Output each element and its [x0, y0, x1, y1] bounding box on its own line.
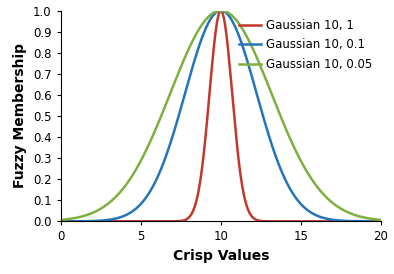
Line: Gaussian 10, 0.05: Gaussian 10, 0.05 [61, 11, 381, 220]
Gaussian 10, 0.05 [206, 16, 210, 19]
Y-axis label: Fuzzy Membership: Fuzzy Membership [13, 44, 28, 189]
Gaussian 10, 1 [370, 220, 374, 223]
Legend: Gaussian 10, 1, Gaussian 10, 0.1, Gaussian 10, 0.05: Gaussian 10, 1, Gaussian 10, 0.1, Gaussi… [234, 14, 377, 76]
Gaussian 10, 0.1 [369, 220, 374, 223]
Gaussian 10, 0.05 [379, 218, 383, 222]
Gaussian 10, 1 [206, 110, 210, 113]
Gaussian 10, 0.05 [58, 218, 63, 222]
Gaussian 10, 1 [58, 220, 63, 223]
X-axis label: Crisp Values: Crisp Values [173, 249, 269, 263]
Gaussian 10, 0.1 [206, 22, 210, 25]
Gaussian 10, 0.1 [379, 220, 383, 223]
Gaussian 10, 0.1 [311, 212, 316, 215]
Gaussian 10, 1 [218, 9, 223, 12]
Gaussian 10, 1 [74, 220, 79, 223]
Gaussian 10, 0.05 [74, 216, 79, 219]
Line: Gaussian 10, 1: Gaussian 10, 1 [61, 11, 381, 221]
Gaussian 10, 0.1 [58, 220, 63, 223]
Gaussian 10, 0.05 [370, 217, 374, 221]
Gaussian 10, 1 [311, 220, 316, 223]
Gaussian 10, 1 [379, 220, 383, 223]
Gaussian 10, 1 [369, 220, 374, 223]
Line: Gaussian 10, 0.1: Gaussian 10, 0.1 [61, 11, 381, 221]
Gaussian 10, 0.1 [214, 10, 219, 14]
Gaussian 10, 0.05 [214, 10, 219, 13]
Gaussian 10, 0.05 [218, 9, 223, 12]
Gaussian 10, 0.05 [311, 179, 316, 183]
Gaussian 10, 0.1 [370, 220, 374, 223]
Gaussian 10, 0.05 [369, 217, 374, 221]
Gaussian 10, 1 [214, 24, 219, 28]
Gaussian 10, 0.1 [218, 9, 223, 12]
Gaussian 10, 0.1 [74, 220, 79, 223]
